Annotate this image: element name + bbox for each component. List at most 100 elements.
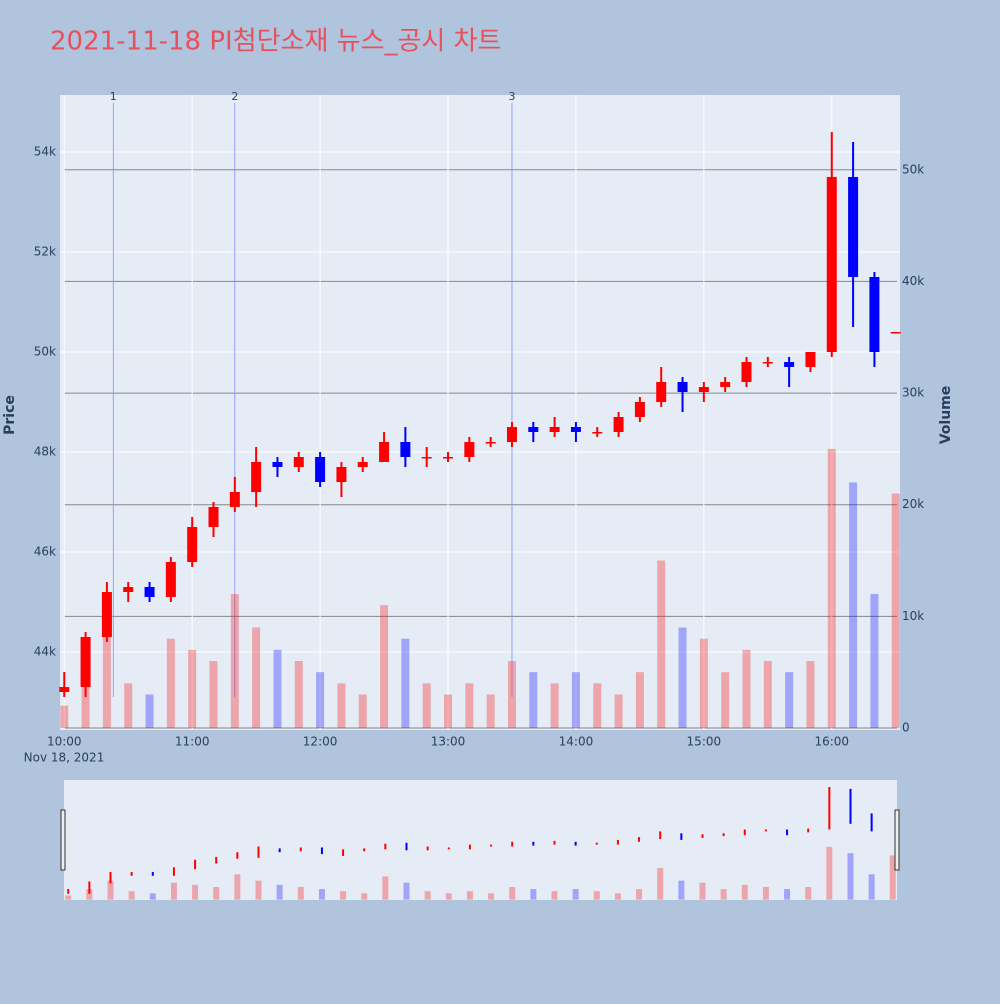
slider-volume-bar (466, 891, 473, 900)
volume-bar (337, 683, 346, 728)
candle-body (698, 387, 709, 392)
volume-bar (571, 672, 580, 728)
slider-volume-bar (699, 882, 706, 900)
candle-body (570, 427, 581, 432)
candle-body (677, 382, 688, 392)
slider-volume-bar (530, 889, 537, 900)
y-tick-label: 50k (34, 345, 56, 359)
candle-body (720, 382, 731, 387)
slider-volume-bar (847, 853, 854, 900)
slider-volume-bar (889, 855, 896, 900)
candle-body (464, 442, 475, 457)
volume-bar (273, 649, 282, 728)
candle-body (848, 177, 859, 277)
volume-bar (614, 694, 623, 728)
candle-body (506, 427, 517, 442)
volume-bar (635, 672, 644, 728)
slider-volume-bar (657, 867, 664, 900)
volume-bar (145, 694, 154, 728)
volume-bar (230, 594, 239, 728)
slider-volume-bar (192, 884, 199, 900)
volume-bar (444, 694, 453, 728)
candle-body (208, 507, 219, 527)
volume-bar (849, 482, 858, 728)
candle-body (890, 332, 901, 334)
volume-bar (806, 661, 815, 728)
volume-bar (209, 661, 218, 728)
candle-body (656, 382, 667, 402)
candle-body (80, 637, 91, 687)
candle-body (400, 442, 411, 457)
slider-volume-bar (65, 895, 72, 900)
slider-volume-bar (678, 880, 685, 900)
range-slider[interactable] (64, 780, 897, 900)
y2-tick-label: 20k (902, 497, 924, 511)
volume-bar (422, 683, 431, 728)
slider-volume-bar (784, 889, 791, 900)
slider-volume-bar (255, 880, 262, 900)
slider-volume-bar (170, 882, 177, 900)
slider-volume-bar (340, 891, 347, 900)
slider-volume-bar (614, 893, 621, 900)
x-tick-label: 16:00 (814, 735, 849, 749)
candle-body (485, 442, 496, 444)
slider-volume-bar (382, 876, 389, 900)
candle-body (379, 442, 390, 462)
slider-volume-bar (551, 891, 558, 900)
y-tick-label: 52k (34, 245, 56, 259)
volume-bar (316, 672, 325, 728)
slider-volume-bar (720, 889, 727, 900)
y2-tick-label: 50k (902, 162, 924, 176)
slider-handle[interactable] (60, 809, 66, 871)
volume-bar (550, 683, 559, 728)
slider-volume-bar (593, 891, 600, 900)
volume-bar (465, 683, 474, 728)
candle-body (549, 427, 560, 432)
volume-bar (891, 493, 900, 728)
candle-body (762, 362, 773, 364)
slider-volume-bar (445, 893, 452, 900)
candle-body (336, 467, 347, 482)
slider-volume-bar (805, 886, 812, 900)
volume-bar (657, 560, 666, 728)
slider-volume-bar (424, 891, 431, 900)
slider-volume-bar (488, 893, 495, 900)
volume-bar (380, 605, 389, 728)
slider-volume-bar (403, 882, 410, 900)
y2-tick-label: 30k (902, 386, 924, 400)
x-tick-label: 10:00 (47, 735, 82, 749)
volume-bar (81, 672, 90, 728)
candle-body (165, 562, 176, 597)
slider-volume-bar (276, 884, 283, 900)
volume-bar (870, 594, 879, 728)
volume-bar (763, 661, 772, 728)
slider-volume-bar (107, 880, 114, 900)
volume-bar (358, 694, 367, 728)
slider-volume-bar (762, 886, 769, 900)
volume-bar (188, 649, 197, 728)
y-tick-label: 48k (34, 445, 56, 459)
event-label: 2 (231, 90, 238, 103)
volume-bar (721, 672, 730, 728)
slider-volume-bar (213, 886, 220, 900)
x-tick-label: 12:00 (303, 735, 338, 749)
volume-bar (124, 683, 133, 728)
candle-body (869, 277, 880, 352)
candle-body (272, 462, 283, 467)
x-tick-label: 14:00 (559, 735, 594, 749)
slider-volume-bar (509, 886, 516, 900)
y-tick-label: 46k (34, 545, 56, 559)
volume-bar (593, 683, 602, 728)
candle-body (187, 527, 198, 562)
slider-handle[interactable] (894, 809, 900, 871)
volume-bar (529, 672, 538, 728)
slider-volume-bar (361, 893, 368, 900)
candle-body (592, 432, 603, 434)
candle-body (741, 362, 752, 382)
candle-body (613, 417, 624, 432)
y-axis-title: Price (2, 395, 18, 435)
candle-body (59, 687, 70, 692)
slider-volume-bar (128, 891, 135, 900)
candle-body (123, 587, 134, 592)
